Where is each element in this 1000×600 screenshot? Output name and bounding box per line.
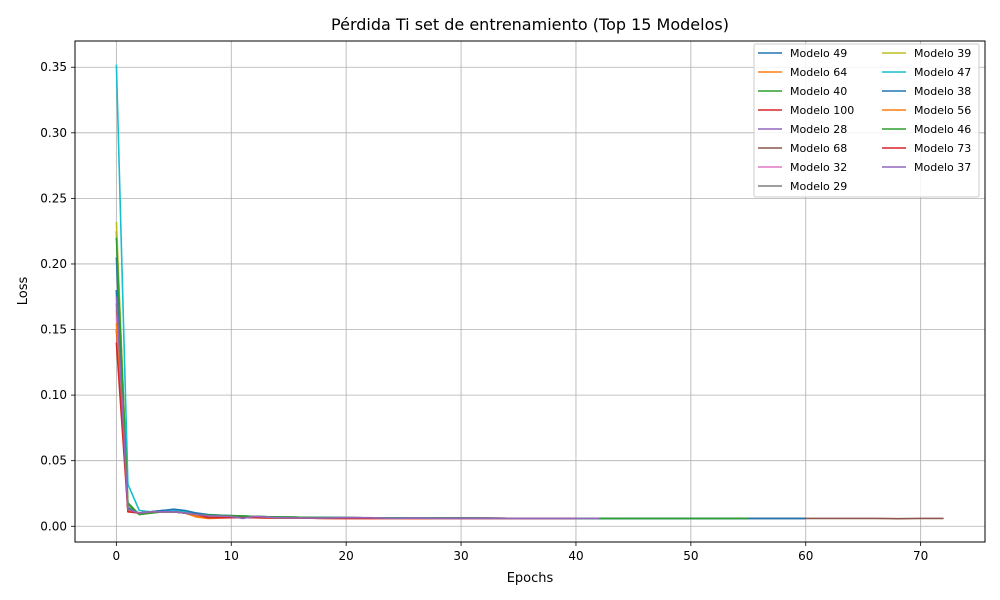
y-tick-label: 0.25 (40, 191, 67, 205)
chart-title: Pérdida Ti set de entrenamiento (Top 15 … (331, 15, 729, 34)
y-tick-label: 0.15 (40, 323, 67, 337)
legend-entry: Modelo 29 (790, 180, 847, 193)
x-axis-label: Epochs (507, 571, 554, 586)
legend-entry: Modelo 39 (914, 47, 971, 60)
x-tick-label: 20 (339, 549, 354, 563)
x-tick-label: 60 (798, 549, 813, 563)
y-tick-label: 0.10 (40, 388, 67, 402)
legend-entry: Modelo 56 (914, 104, 971, 117)
x-tick-label: 70 (913, 549, 928, 563)
legend-entry: Modelo 49 (790, 47, 847, 60)
legend-entry: Modelo 40 (790, 85, 847, 98)
y-tick-label: 0.00 (40, 519, 67, 533)
y-tick-label: 0.05 (40, 454, 67, 468)
legend-entry: Modelo 38 (914, 85, 971, 98)
legend-entry: Modelo 100 (790, 104, 854, 117)
legend-entry: Modelo 28 (790, 123, 847, 136)
plot-area-frame (74, 40, 986, 543)
y-tick-label: 0.20 (40, 257, 67, 271)
x-tick-label: 50 (683, 549, 698, 563)
x-tick-label: 0 (113, 549, 121, 563)
legend-box (753, 43, 980, 198)
y-tick-label: 0.35 (40, 60, 67, 74)
legend-entry: Modelo 37 (914, 161, 971, 174)
x-tick-label: 40 (568, 549, 583, 563)
x-axis-ticks: 0 10 20 30 40 50 60 70 (113, 542, 928, 563)
y-axis-ticks: 0.00 0.05 0.10 0.15 0.20 0.25 0.30 0.35 (40, 60, 75, 533)
x-tick-label: 10 (224, 549, 239, 563)
legend-entry: Modelo 32 (790, 161, 847, 174)
y-axis-label: Loss (16, 277, 31, 306)
legend-entry: Modelo 73 (914, 142, 971, 155)
legend: Modelo 49 Modelo 64 Modelo 40 Modelo 100 Mod… (753, 43, 980, 198)
legend-entry: Modelo 46 (914, 123, 971, 136)
y-tick-label: 0.30 (40, 126, 67, 140)
series-line (115, 296, 599, 520)
legend-entry: Modelo 64 (790, 66, 847, 79)
legend-entry: Modelo 68 (790, 142, 847, 155)
legend-entry: Modelo 47 (914, 66, 971, 79)
series-layer (115, 64, 944, 520)
x-tick-label: 30 (453, 549, 468, 563)
